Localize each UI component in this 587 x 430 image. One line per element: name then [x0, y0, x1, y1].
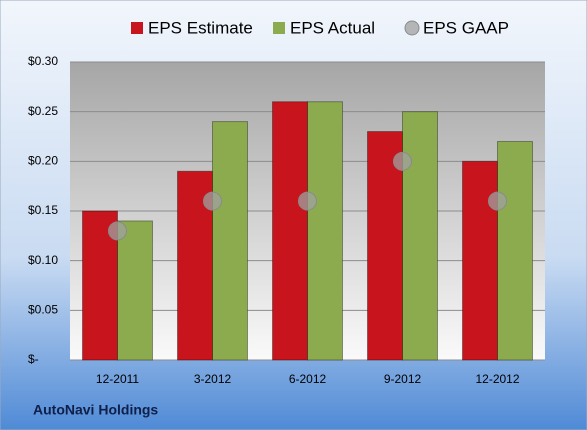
bar — [402, 111, 438, 361]
x-tick-label: 9-2012 — [384, 372, 422, 386]
x-tick-label: 3-2012 — [194, 372, 232, 386]
legend-swatch — [404, 20, 420, 36]
legend-label: EPS GAAP — [423, 18, 509, 37]
x-tick-label: 6-2012 — [289, 372, 327, 386]
bar — [117, 220, 153, 361]
y-tick-label: $- — [28, 352, 39, 366]
legend-label: EPS Actual — [290, 18, 375, 37]
marker — [108, 221, 127, 241]
legend-swatch — [273, 22, 285, 34]
y-tick-label: $0.25 — [28, 104, 58, 118]
bar — [462, 160, 498, 361]
x-tick-label: 12-2011 — [96, 372, 139, 386]
bar — [212, 121, 248, 361]
x-tick-label: 12-2012 — [475, 372, 519, 386]
bar — [272, 101, 308, 361]
y-tick-label: $0.10 — [28, 253, 58, 267]
bar — [367, 131, 403, 361]
bar — [497, 140, 533, 361]
marker — [488, 191, 507, 211]
y-tick-label: $0.15 — [28, 203, 58, 217]
y-tick-label: $0.30 — [28, 54, 58, 68]
legend-label: EPS Estimate — [148, 18, 253, 37]
footer: AutoNavi Holdings — [33, 402, 158, 418]
y-tick-label: $0.05 — [28, 303, 58, 317]
bar — [307, 101, 343, 361]
marker — [393, 151, 412, 171]
marker — [298, 191, 317, 211]
legend-swatch — [131, 22, 143, 34]
y-tick-label: $0.20 — [28, 154, 58, 168]
marker — [203, 191, 222, 211]
